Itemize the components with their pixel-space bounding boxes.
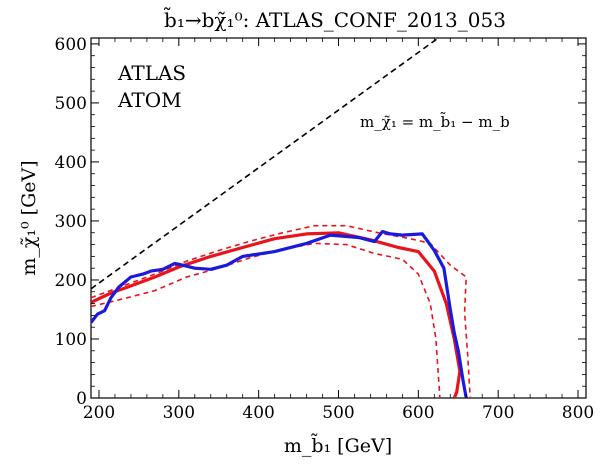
y-axis-label: m_χ̃₁⁰ [GeV] — [18, 160, 40, 275]
series-layer — [91, 38, 471, 398]
x-tick-label: 200 — [83, 403, 115, 423]
chart-title: b̃₁→bχ̃₁⁰: ATLAS_CONF_2013_053 — [163, 6, 506, 32]
y-tick-label: 200 — [55, 271, 87, 291]
series-line-atlas-1-lower — [91, 242, 441, 398]
y-tick-label: 600 — [55, 35, 87, 55]
y-tick-label: 400 — [55, 153, 87, 173]
series-line-atom — [91, 230, 468, 398]
x-tick-label: 400 — [242, 403, 274, 423]
x-tick-label: 600 — [402, 403, 434, 423]
x-tick-label: 700 — [482, 403, 514, 423]
y-tick-label: 500 — [55, 94, 87, 114]
legend-label-atom: ATOM — [117, 88, 182, 112]
legend: ATLAS ATOM — [117, 61, 186, 112]
y-tick-label: 300 — [55, 212, 87, 232]
y-tick-label: 0 — [76, 389, 87, 409]
series-line-kinematic-limit — [91, 38, 439, 290]
x-tick-label: 500 — [322, 403, 354, 423]
x-axis-label: m_b̃₁ [GeV] — [284, 434, 392, 457]
kinematic-annotation: m_χ̃₁ = m_b̃₁ − m_b — [360, 112, 510, 131]
legend-label-atlas: ATLAS — [117, 61, 186, 85]
series-line-atlas — [91, 231, 462, 398]
y-tick-label: 100 — [55, 330, 87, 350]
x-tick-label: 300 — [163, 403, 195, 423]
tick-layer: 200 300 400 500 600 700 800 0 100 200 300 400 500 600 — [55, 35, 595, 423]
x-tick-label: 800 — [562, 403, 594, 423]
series-line-atlas-1-upper — [91, 224, 471, 398]
